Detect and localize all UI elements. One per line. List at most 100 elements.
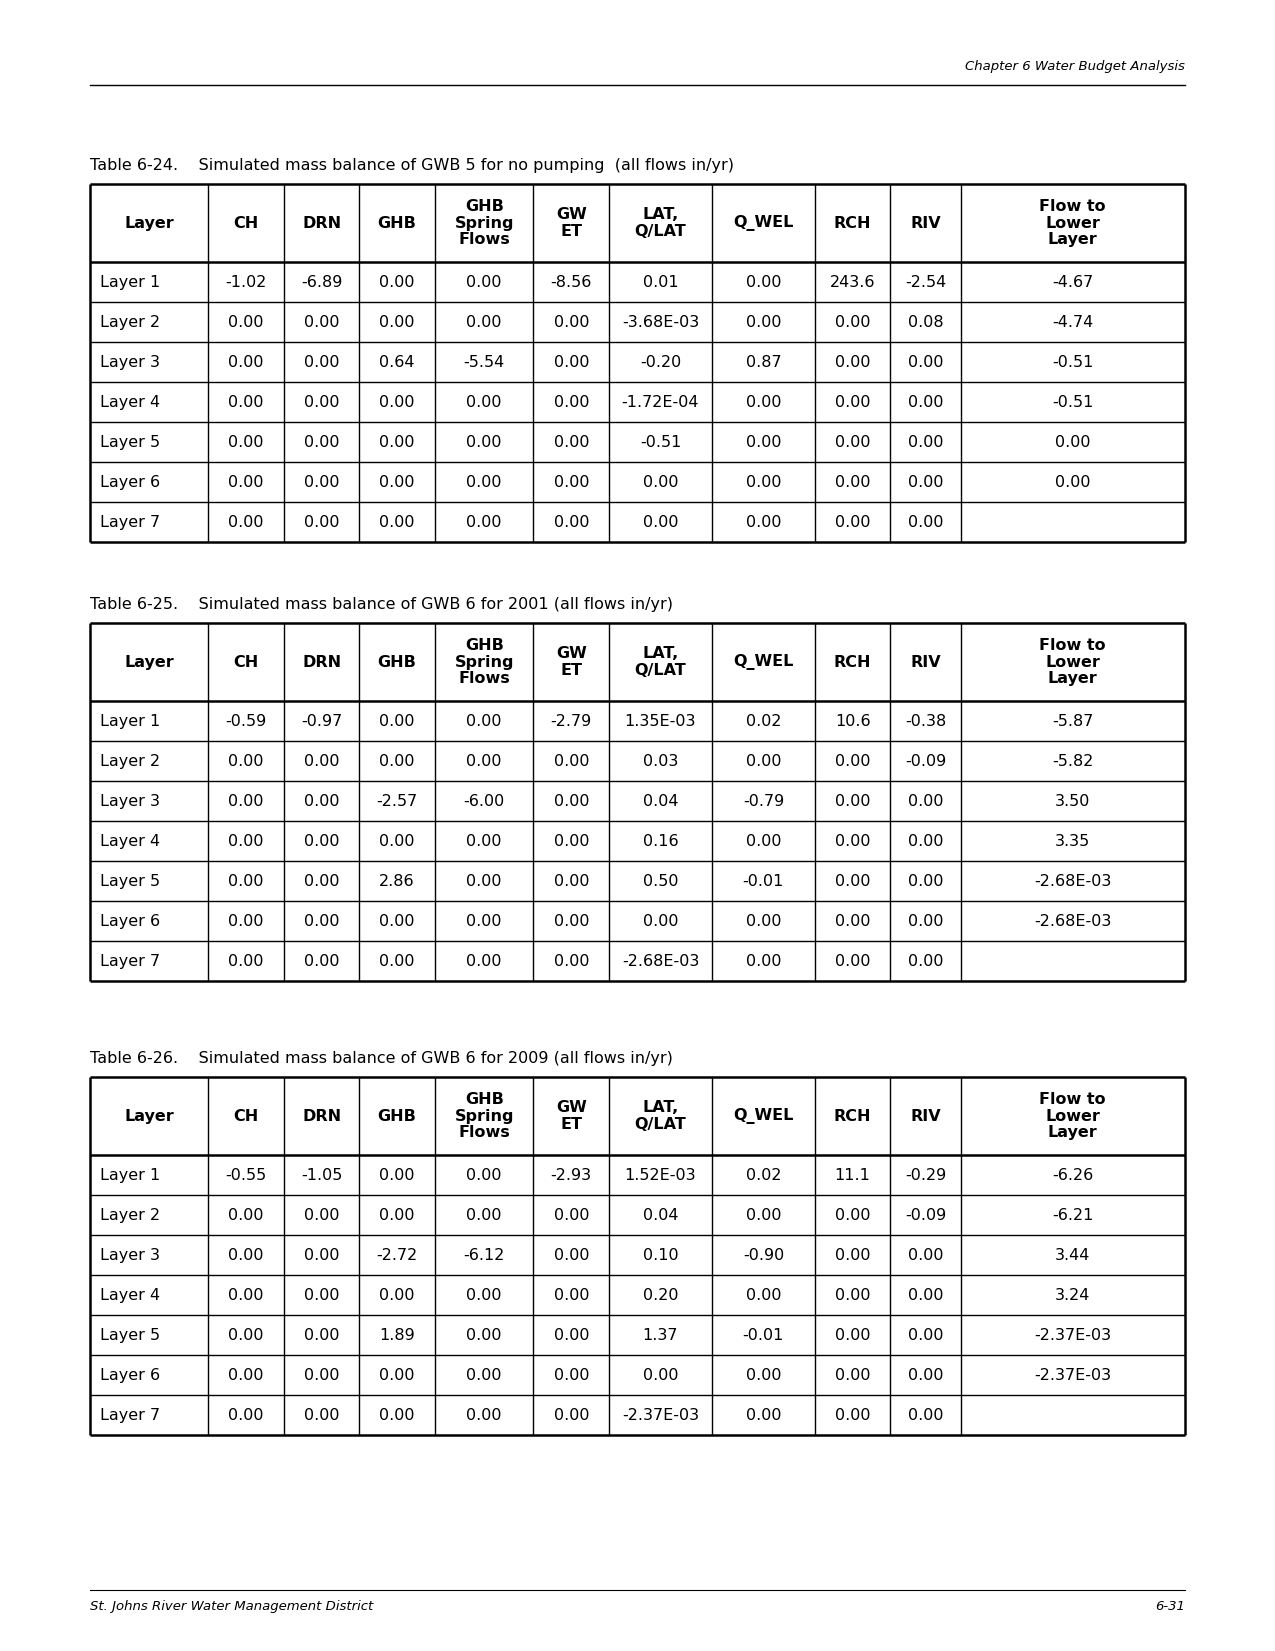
Text: 0.00: 0.00 bbox=[553, 1367, 589, 1382]
Text: 0.00: 0.00 bbox=[467, 753, 502, 768]
Text: 3.50: 3.50 bbox=[1056, 794, 1090, 809]
Text: RCH: RCH bbox=[834, 1108, 871, 1123]
Text: 0.00: 0.00 bbox=[380, 434, 414, 449]
Text: LAT,
Q/LAT: LAT, Q/LAT bbox=[635, 206, 686, 239]
Text: 0.00: 0.00 bbox=[553, 913, 589, 928]
Text: 0.00: 0.00 bbox=[643, 515, 678, 530]
Text: 0.00: 0.00 bbox=[835, 954, 871, 969]
Text: 0.16: 0.16 bbox=[643, 834, 678, 849]
Text: Layer: Layer bbox=[124, 216, 173, 231]
Text: 0.00: 0.00 bbox=[835, 913, 871, 928]
Text: 0.00: 0.00 bbox=[908, 434, 944, 449]
Text: GHB: GHB bbox=[377, 1108, 417, 1123]
Text: Layer 7: Layer 7 bbox=[99, 515, 161, 530]
Text: 0.00: 0.00 bbox=[746, 1288, 782, 1303]
Text: Table 6-25.    Simulated mass balance of GWB 6 for 2001 (all flows in/yr): Table 6-25. Simulated mass balance of GW… bbox=[91, 598, 673, 613]
Text: 0.00: 0.00 bbox=[228, 1207, 264, 1222]
Text: 0.00: 0.00 bbox=[303, 1408, 339, 1423]
Text: 0.00: 0.00 bbox=[553, 834, 589, 849]
Text: 0.00: 0.00 bbox=[908, 1288, 944, 1303]
Text: 0.08: 0.08 bbox=[908, 314, 944, 330]
Text: 0.00: 0.00 bbox=[746, 515, 782, 530]
Text: Layer 6: Layer 6 bbox=[99, 913, 161, 928]
Text: 0.00: 0.00 bbox=[303, 834, 339, 849]
Text: 0.00: 0.00 bbox=[228, 873, 264, 888]
Text: 0.00: 0.00 bbox=[380, 834, 414, 849]
Text: 3.24: 3.24 bbox=[1056, 1288, 1090, 1303]
Text: GHB
Spring
Flows: GHB Spring Flows bbox=[454, 198, 514, 248]
Text: -6.26: -6.26 bbox=[1052, 1167, 1094, 1182]
Text: -0.55: -0.55 bbox=[226, 1167, 266, 1182]
Text: 0.00: 0.00 bbox=[228, 834, 264, 849]
Text: -0.01: -0.01 bbox=[743, 873, 784, 888]
Text: -2.79: -2.79 bbox=[551, 713, 592, 728]
Text: -0.51: -0.51 bbox=[640, 434, 681, 449]
Text: 0.00: 0.00 bbox=[228, 314, 264, 330]
Text: 0.00: 0.00 bbox=[228, 474, 264, 489]
Text: Layer: Layer bbox=[124, 654, 173, 670]
Text: RIV: RIV bbox=[910, 1108, 941, 1123]
Text: 6-31: 6-31 bbox=[1155, 1600, 1184, 1613]
Text: 0.00: 0.00 bbox=[553, 794, 589, 809]
Text: -2.57: -2.57 bbox=[376, 794, 418, 809]
Text: Layer 3: Layer 3 bbox=[99, 794, 159, 809]
Text: 0.00: 0.00 bbox=[746, 395, 782, 409]
Text: 0.00: 0.00 bbox=[835, 1327, 871, 1342]
Text: 0.00: 0.00 bbox=[553, 1288, 589, 1303]
Text: 0.00: 0.00 bbox=[228, 753, 264, 768]
Text: -0.38: -0.38 bbox=[905, 713, 946, 728]
Text: 0.00: 0.00 bbox=[553, 1248, 589, 1263]
Text: 0.00: 0.00 bbox=[553, 873, 589, 888]
Text: 0.00: 0.00 bbox=[908, 474, 944, 489]
Text: 0.00: 0.00 bbox=[643, 913, 678, 928]
Text: -2.54: -2.54 bbox=[905, 274, 946, 289]
Text: 0.00: 0.00 bbox=[228, 913, 264, 928]
Text: 0.00: 0.00 bbox=[908, 834, 944, 849]
Text: Layer 2: Layer 2 bbox=[99, 1207, 161, 1222]
Text: -6.00: -6.00 bbox=[464, 794, 505, 809]
Text: CH: CH bbox=[233, 654, 259, 670]
Text: GHB: GHB bbox=[377, 654, 417, 670]
Text: 0.00: 0.00 bbox=[746, 753, 782, 768]
Text: 0.00: 0.00 bbox=[835, 355, 871, 370]
Text: 0.00: 0.00 bbox=[746, 274, 782, 289]
Text: -2.93: -2.93 bbox=[551, 1167, 592, 1182]
Text: -6.12: -6.12 bbox=[464, 1248, 505, 1263]
Text: 0.20: 0.20 bbox=[643, 1288, 678, 1303]
Text: -6.89: -6.89 bbox=[301, 274, 342, 289]
Text: 0.00: 0.00 bbox=[835, 753, 871, 768]
Text: 0.00: 0.00 bbox=[303, 515, 339, 530]
Text: 0.00: 0.00 bbox=[303, 1207, 339, 1222]
Text: 0.00: 0.00 bbox=[303, 1288, 339, 1303]
Text: Flow to
Lower
Layer: Flow to Lower Layer bbox=[1039, 198, 1107, 248]
Text: -0.01: -0.01 bbox=[743, 1327, 784, 1342]
Text: Table 6-24.    Simulated mass balance of GWB 5 for no pumping  (all flows in/yr): Table 6-24. Simulated mass balance of GW… bbox=[91, 158, 734, 173]
Text: 0.00: 0.00 bbox=[908, 873, 944, 888]
Text: 0.00: 0.00 bbox=[835, 474, 871, 489]
Text: 0.00: 0.00 bbox=[228, 794, 264, 809]
Text: 0.00: 0.00 bbox=[908, 1327, 944, 1342]
Text: 0.00: 0.00 bbox=[303, 954, 339, 969]
Text: 0.10: 0.10 bbox=[643, 1248, 678, 1263]
Text: 0.00: 0.00 bbox=[303, 1248, 339, 1263]
Text: LAT,
Q/LAT: LAT, Q/LAT bbox=[635, 1100, 686, 1133]
Text: GW
ET: GW ET bbox=[556, 206, 586, 239]
Text: 0.00: 0.00 bbox=[380, 713, 414, 728]
Text: 0.00: 0.00 bbox=[908, 913, 944, 928]
Text: 0.00: 0.00 bbox=[303, 434, 339, 449]
Text: 0.87: 0.87 bbox=[746, 355, 782, 370]
Text: 0.00: 0.00 bbox=[380, 474, 414, 489]
Text: -2.68E-03: -2.68E-03 bbox=[622, 954, 699, 969]
Text: 0.00: 0.00 bbox=[908, 515, 944, 530]
Text: GW
ET: GW ET bbox=[556, 646, 586, 679]
Text: 0.00: 0.00 bbox=[380, 314, 414, 330]
Text: Chapter 6 Water Budget Analysis: Chapter 6 Water Budget Analysis bbox=[965, 59, 1184, 73]
Text: 0.00: 0.00 bbox=[746, 913, 782, 928]
Text: CH: CH bbox=[233, 216, 259, 231]
Text: 1.89: 1.89 bbox=[379, 1327, 416, 1342]
Text: -4.74: -4.74 bbox=[1052, 314, 1094, 330]
Text: 0.50: 0.50 bbox=[643, 873, 678, 888]
Text: 0.00: 0.00 bbox=[908, 395, 944, 409]
Text: 0.00: 0.00 bbox=[553, 355, 589, 370]
Text: 0.00: 0.00 bbox=[228, 395, 264, 409]
